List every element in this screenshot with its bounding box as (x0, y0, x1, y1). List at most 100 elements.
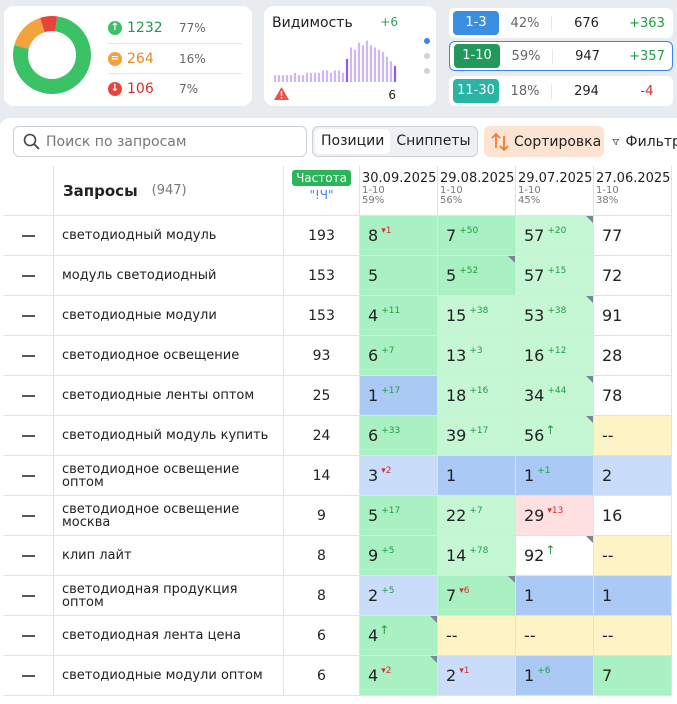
tab-positions[interactable]: Позиции (315, 129, 391, 154)
position-cell[interactable]: 13 +3 (438, 336, 516, 376)
header-date-column[interactable]: 27.06.2025 1-10 38% (594, 166, 672, 216)
position-cell[interactable]: 1 (594, 576, 672, 616)
position-cell[interactable]: 5 +17 (360, 496, 438, 536)
query-text[interactable]: светодиодная лента цена (54, 616, 284, 656)
dist-row-down[interactable]: ↓ 106 7% (108, 73, 242, 103)
header-date-column[interactable]: 30.09.2025 1-10 59% (360, 166, 438, 216)
carousel-dots[interactable] (424, 38, 430, 83)
query-text[interactable]: светодиодный модуль купить (54, 416, 284, 456)
header-queries[interactable]: Запросы (947) (54, 166, 284, 216)
position-cell[interactable]: 18 +16 (438, 376, 516, 416)
position-cell[interactable]: 5 (360, 256, 438, 296)
position-cell[interactable]: 53 +38 (516, 296, 594, 336)
header-date-column[interactable]: 29.08.2025 1-10 56% (438, 166, 516, 216)
position-cell[interactable]: 4 +11 (360, 296, 438, 336)
carousel-dot[interactable] (424, 38, 430, 44)
position-cell[interactable]: 5 +52 (438, 256, 516, 296)
position-cell[interactable]: 4 ▾2 (360, 656, 438, 696)
position-cell[interactable]: 7 (594, 656, 672, 696)
header-frequency[interactable]: Частота "!Ч" (284, 166, 360, 216)
row-collapse-toggle[interactable] (4, 336, 54, 376)
position-cell[interactable]: 2 ▾1 (438, 656, 516, 696)
row-collapse-toggle[interactable] (4, 296, 54, 336)
position-cell[interactable]: 22 +7 (438, 496, 516, 536)
row-collapse-toggle[interactable] (4, 216, 54, 256)
position-cell[interactable]: 92 ↑ (516, 536, 594, 576)
range-row-1-10[interactable]: 1-10 59% 947 +357 (449, 41, 673, 71)
query-text[interactable]: светодиодное освещение оптом (54, 456, 284, 496)
position-cell[interactable]: 1 +1 (516, 456, 594, 496)
query-text[interactable]: светодиодные ленты оптом (54, 376, 284, 416)
position-cell[interactable]: -- (594, 616, 672, 656)
position-cell[interactable]: 7 ▾6 (438, 576, 516, 616)
query-text[interactable]: светодиодные модули оптом (54, 656, 284, 696)
query-text[interactable]: светодиодные модули (54, 296, 284, 336)
row-collapse-toggle[interactable] (4, 416, 54, 456)
row-collapse-toggle[interactable] (4, 496, 54, 536)
position-cell[interactable]: -- (516, 616, 594, 656)
query-text[interactable]: модуль светодиодный (54, 256, 284, 296)
position-cell[interactable]: 16 (594, 496, 672, 536)
position-cell[interactable]: 8 ▾1 (360, 216, 438, 256)
position-cell[interactable]: 9 +5 (360, 536, 438, 576)
position-cell[interactable]: 72 (594, 256, 672, 296)
position-cell[interactable]: 2 (594, 456, 672, 496)
position-cell[interactable]: 57 +20 (516, 216, 594, 256)
position-value: 57 (524, 266, 545, 285)
range-delta: +363 (629, 15, 665, 31)
position-cell[interactable]: 56 ↑ (516, 416, 594, 456)
position-cell[interactable]: 16 +12 (516, 336, 594, 376)
position-cell[interactable]: 1 (438, 456, 516, 496)
position-cell[interactable]: 7 +50 (438, 216, 516, 256)
position-cell[interactable]: 34 +44 (516, 376, 594, 416)
query-frequency: 25 (284, 376, 360, 416)
row-collapse-toggle[interactable] (4, 576, 54, 616)
carousel-dot[interactable] (424, 68, 430, 74)
sort-button[interactable]: Сортировка (484, 126, 604, 157)
row-collapse-toggle[interactable] (4, 616, 54, 656)
position-cell[interactable]: 6 +33 (360, 416, 438, 456)
position-change-value: 52 (466, 266, 479, 276)
search-input[interactable] (46, 133, 296, 150)
row-collapse-toggle[interactable] (4, 456, 54, 496)
query-text[interactable]: светодиодная продукция оптом (54, 576, 284, 616)
query-text[interactable]: светодиодный модуль (54, 216, 284, 256)
query-text[interactable]: светодиодное освещение москва (54, 496, 284, 536)
position-cell[interactable]: 91 (594, 296, 672, 336)
warning-icon[interactable] (274, 87, 289, 104)
carousel-dot[interactable] (424, 53, 430, 59)
row-collapse-toggle[interactable] (4, 256, 54, 296)
position-cell[interactable]: 39 +17 (438, 416, 516, 456)
search-box[interactable] (13, 126, 307, 157)
position-cell[interactable]: -- (594, 416, 672, 456)
column-range: 1-10 (440, 185, 463, 196)
query-text[interactable]: клип лайт (54, 536, 284, 576)
range-row-11-30[interactable]: 11-30 18% 294 -4 (449, 76, 673, 106)
position-cell[interactable]: 15 +38 (438, 296, 516, 336)
row-collapse-toggle[interactable] (4, 656, 54, 696)
dist-row-same[interactable]: = 264 16% (108, 43, 242, 73)
position-cell[interactable]: -- (438, 616, 516, 656)
position-cell[interactable]: 3 ▾2 (360, 456, 438, 496)
header-date-column[interactable]: 29.07.2025 1-10 45% (516, 166, 594, 216)
position-cell[interactable]: 1 +17 (360, 376, 438, 416)
position-cell[interactable]: 57 +15 (516, 256, 594, 296)
position-cell[interactable]: 6 +7 (360, 336, 438, 376)
row-collapse-toggle[interactable] (4, 536, 54, 576)
filter-button[interactable]: Фильтры (612, 126, 677, 157)
range-row-1-3[interactable]: 1-3 42% 676 +363 (449, 8, 673, 38)
row-collapse-toggle[interactable] (4, 376, 54, 416)
position-cell[interactable]: 2 +5 (360, 576, 438, 616)
position-cell[interactable]: 14 +78 (438, 536, 516, 576)
tab-snippets[interactable]: Сниппеты (396, 133, 471, 149)
position-cell[interactable]: 28 (594, 336, 672, 376)
position-cell[interactable]: 4 ↑ (360, 616, 438, 656)
position-cell[interactable]: 78 (594, 376, 672, 416)
position-cell[interactable]: 1 +6 (516, 656, 594, 696)
position-cell[interactable]: 29 ▾13 (516, 496, 594, 536)
position-cell[interactable]: 1 (516, 576, 594, 616)
position-cell[interactable]: 77 (594, 216, 672, 256)
dist-row-up[interactable]: ↑ 1232 77% (108, 13, 242, 43)
query-text[interactable]: светодиодное освещение (54, 336, 284, 376)
position-cell[interactable]: -- (594, 536, 672, 576)
